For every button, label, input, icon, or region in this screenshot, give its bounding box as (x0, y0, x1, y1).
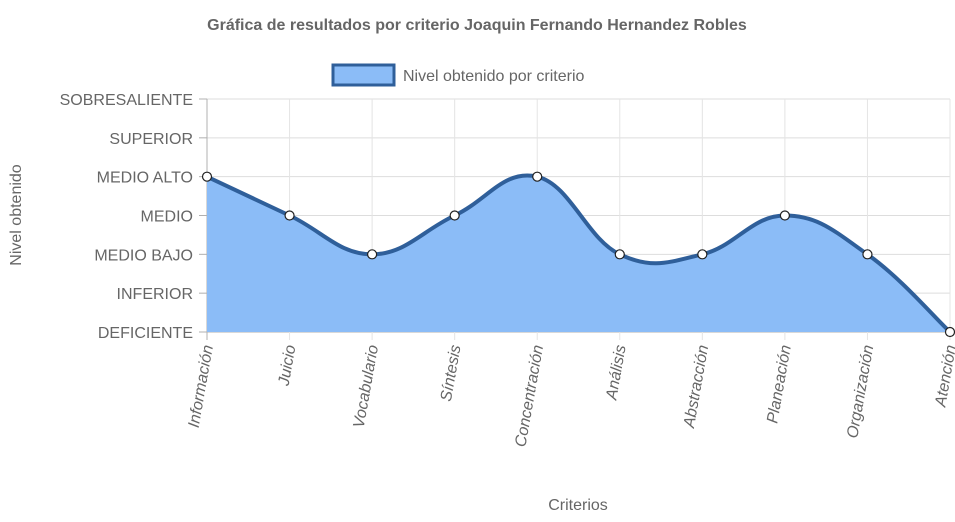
data-point (532, 171, 543, 182)
x-tick-label: Abstracción (681, 344, 712, 430)
data-point (614, 249, 625, 260)
legend[interactable]: Nivel obtenido por criterio (331, 63, 585, 87)
x-tick-label: Síntesis (438, 344, 465, 403)
data-point (449, 210, 460, 221)
x-tick-label: Atención (932, 344, 955, 409)
y-tick-label: SUPERIOR (109, 131, 193, 148)
y-tick-label: SOBRESALIENTE (60, 92, 193, 109)
x-tick-label: Concentración (513, 344, 548, 449)
legend-label: Nivel obtenido por criterio (403, 68, 585, 85)
x-tick-label: Información (186, 344, 217, 429)
x-axis-title: Criterios (548, 497, 608, 514)
series-area-fill (207, 175, 950, 332)
data-point (201, 171, 213, 182)
y-tick-label: MEDIO ALTO (97, 170, 193, 187)
x-tick-label: Juicio (275, 344, 299, 388)
x-tick-label: Organización (844, 344, 877, 440)
series-area (206, 173, 952, 334)
y-axis-ticks: DEFICIENTE INFERIOR MEDIO BAJO MEDIO MEDIO A… (60, 92, 193, 342)
y-tick-label: MEDIO (141, 209, 193, 226)
data-point (862, 249, 873, 260)
data-point (697, 249, 708, 260)
y-tick-label: DEFICIENTE (98, 325, 193, 342)
chart-title: Gráfica de resultados por criterio Joaqu… (207, 17, 747, 34)
y-axis-title: Nivel obtenido (8, 164, 25, 266)
x-tick-label: Vocabulario (351, 344, 382, 430)
data-points (201, 171, 955, 338)
data-point (779, 210, 790, 221)
x-tick-label: Análisis (603, 344, 629, 402)
data-point (944, 326, 955, 338)
x-axis-ticks: Información Juicio Vocabulario Síntesis Conc… (186, 344, 955, 449)
x-tick-label: Planeación (764, 344, 795, 425)
data-point (284, 210, 295, 221)
data-point (367, 249, 378, 260)
y-tick-label: MEDIO BAJO (94, 247, 193, 264)
legend-swatch (331, 63, 396, 87)
series-line (206, 173, 952, 334)
y-tick-label: INFERIOR (117, 286, 193, 303)
